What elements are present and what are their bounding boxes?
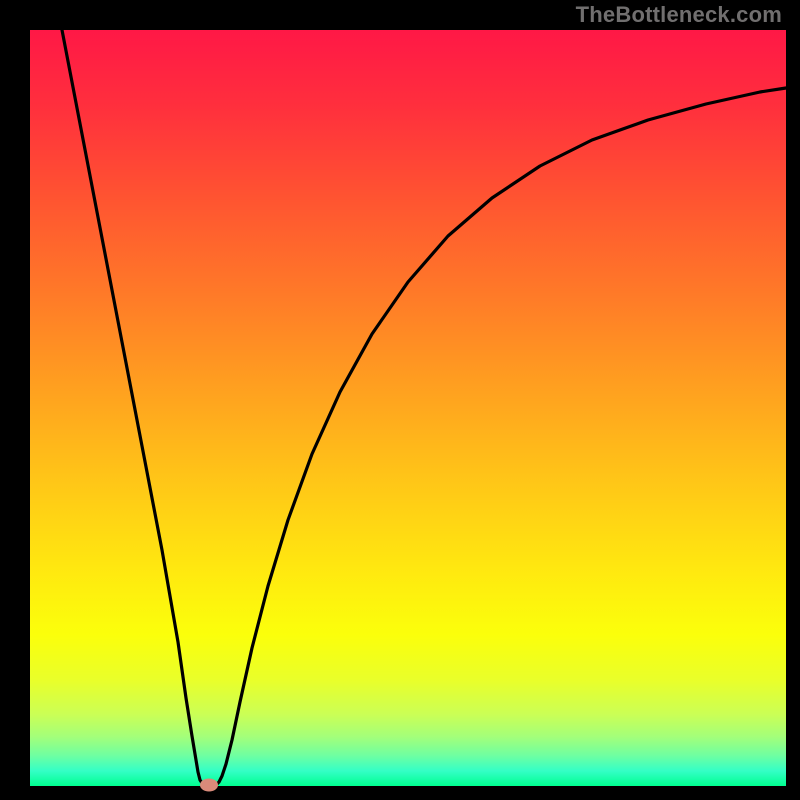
chart-container: { "watermark": { "text": "TheBottleneck.… [0,0,800,800]
optimum-marker [200,779,218,792]
watermark-text: TheBottleneck.com [576,2,782,28]
chart-svg [0,0,800,800]
plot-background [30,30,786,786]
